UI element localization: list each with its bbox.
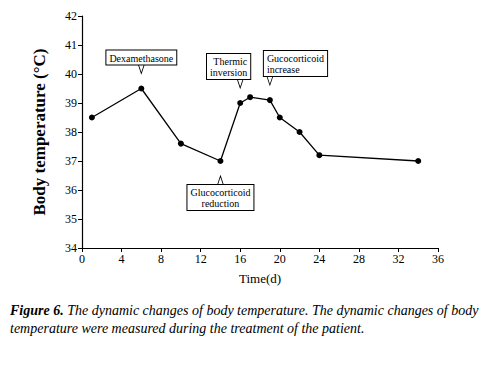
- svg-text:Gucocorticoid: Gucocorticoid: [267, 53, 324, 64]
- svg-text:increase: increase: [267, 64, 300, 75]
- svg-text:39: 39: [65, 96, 77, 110]
- svg-text:20: 20: [274, 252, 286, 266]
- svg-text:42: 42: [65, 9, 77, 23]
- svg-text:inversion: inversion: [210, 67, 247, 78]
- svg-text:32: 32: [392, 252, 404, 266]
- svg-text:Glucocorticoid: Glucocorticoid: [190, 187, 250, 198]
- svg-text:28: 28: [353, 252, 365, 266]
- svg-text:35: 35: [65, 212, 77, 226]
- svg-text:41: 41: [65, 38, 77, 52]
- svg-text:34: 34: [65, 241, 77, 255]
- svg-text:4: 4: [119, 252, 125, 266]
- svg-text:0: 0: [79, 252, 85, 266]
- svg-text:24: 24: [313, 252, 325, 266]
- html-text:Figure 6. The dynamic changes: Figure 6. The dynamic changes of body te…: [10, 303, 479, 336]
- svg-text:12: 12: [195, 252, 207, 266]
- svg-text:36: 36: [432, 252, 444, 266]
- svg-text:37: 37: [65, 154, 77, 168]
- svg-text:Dexamethasone: Dexamethasone: [109, 53, 173, 64]
- svg-text:36: 36: [65, 183, 77, 197]
- svg-text:38: 38: [65, 125, 77, 139]
- svg-text:40: 40: [65, 67, 77, 81]
- svg-text:Body temperature (°C): Body temperature (°C): [30, 48, 49, 215]
- svg-text:Thermic: Thermic: [213, 56, 247, 67]
- svg-text:16: 16: [234, 252, 246, 266]
- svg-text:8: 8: [158, 252, 164, 266]
- svg-text:reduction: reduction: [202, 198, 240, 209]
- svg-text:Time(d): Time(d): [239, 271, 281, 286]
